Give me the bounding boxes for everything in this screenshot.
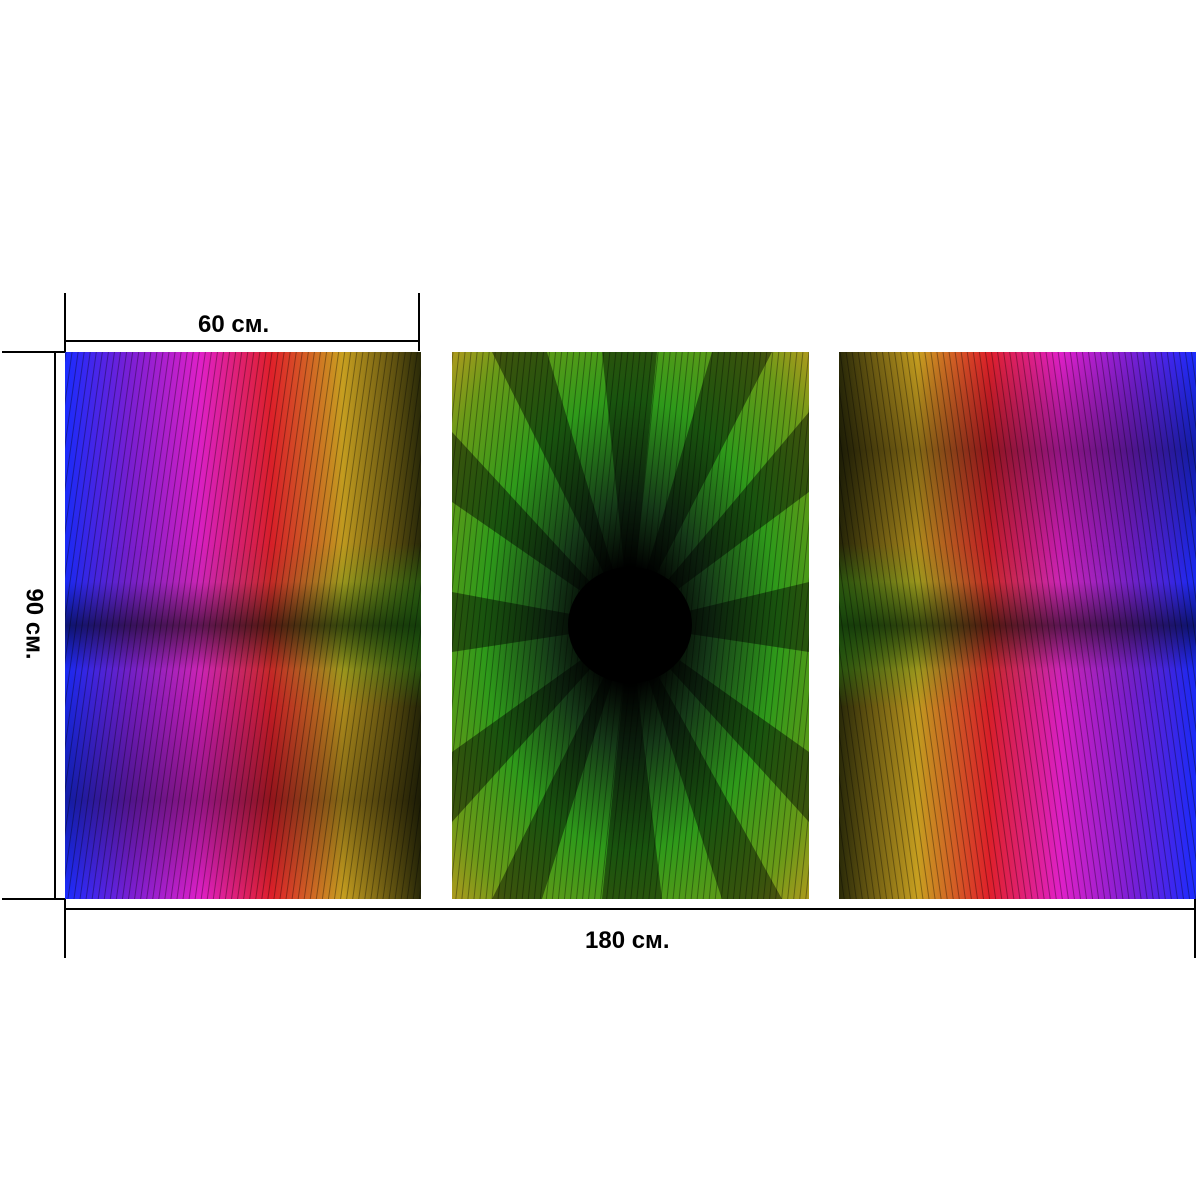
total-width-tick-right (1194, 898, 1196, 958)
total-width-label: 180 см. (585, 927, 670, 954)
height-tick-top (2, 351, 66, 353)
panel-width-tick-right (418, 293, 420, 351)
canvas-panel-left (65, 352, 421, 899)
total-width-line (64, 908, 1196, 910)
panel-center-artwork (452, 352, 809, 899)
height-label: 90 см. (20, 588, 48, 660)
total-width-tick-left (64, 898, 66, 958)
panel-left-artwork (65, 352, 421, 899)
canvas-panel-center (452, 352, 809, 899)
panel-width-label: 60 см. (198, 311, 270, 338)
panel-width-line (64, 340, 420, 342)
canvas-panel-right (839, 352, 1196, 899)
height-line (54, 351, 56, 900)
height-tick-bottom (2, 898, 66, 900)
panel-width-tick-left (64, 293, 66, 351)
panel-right-artwork (839, 352, 1196, 899)
